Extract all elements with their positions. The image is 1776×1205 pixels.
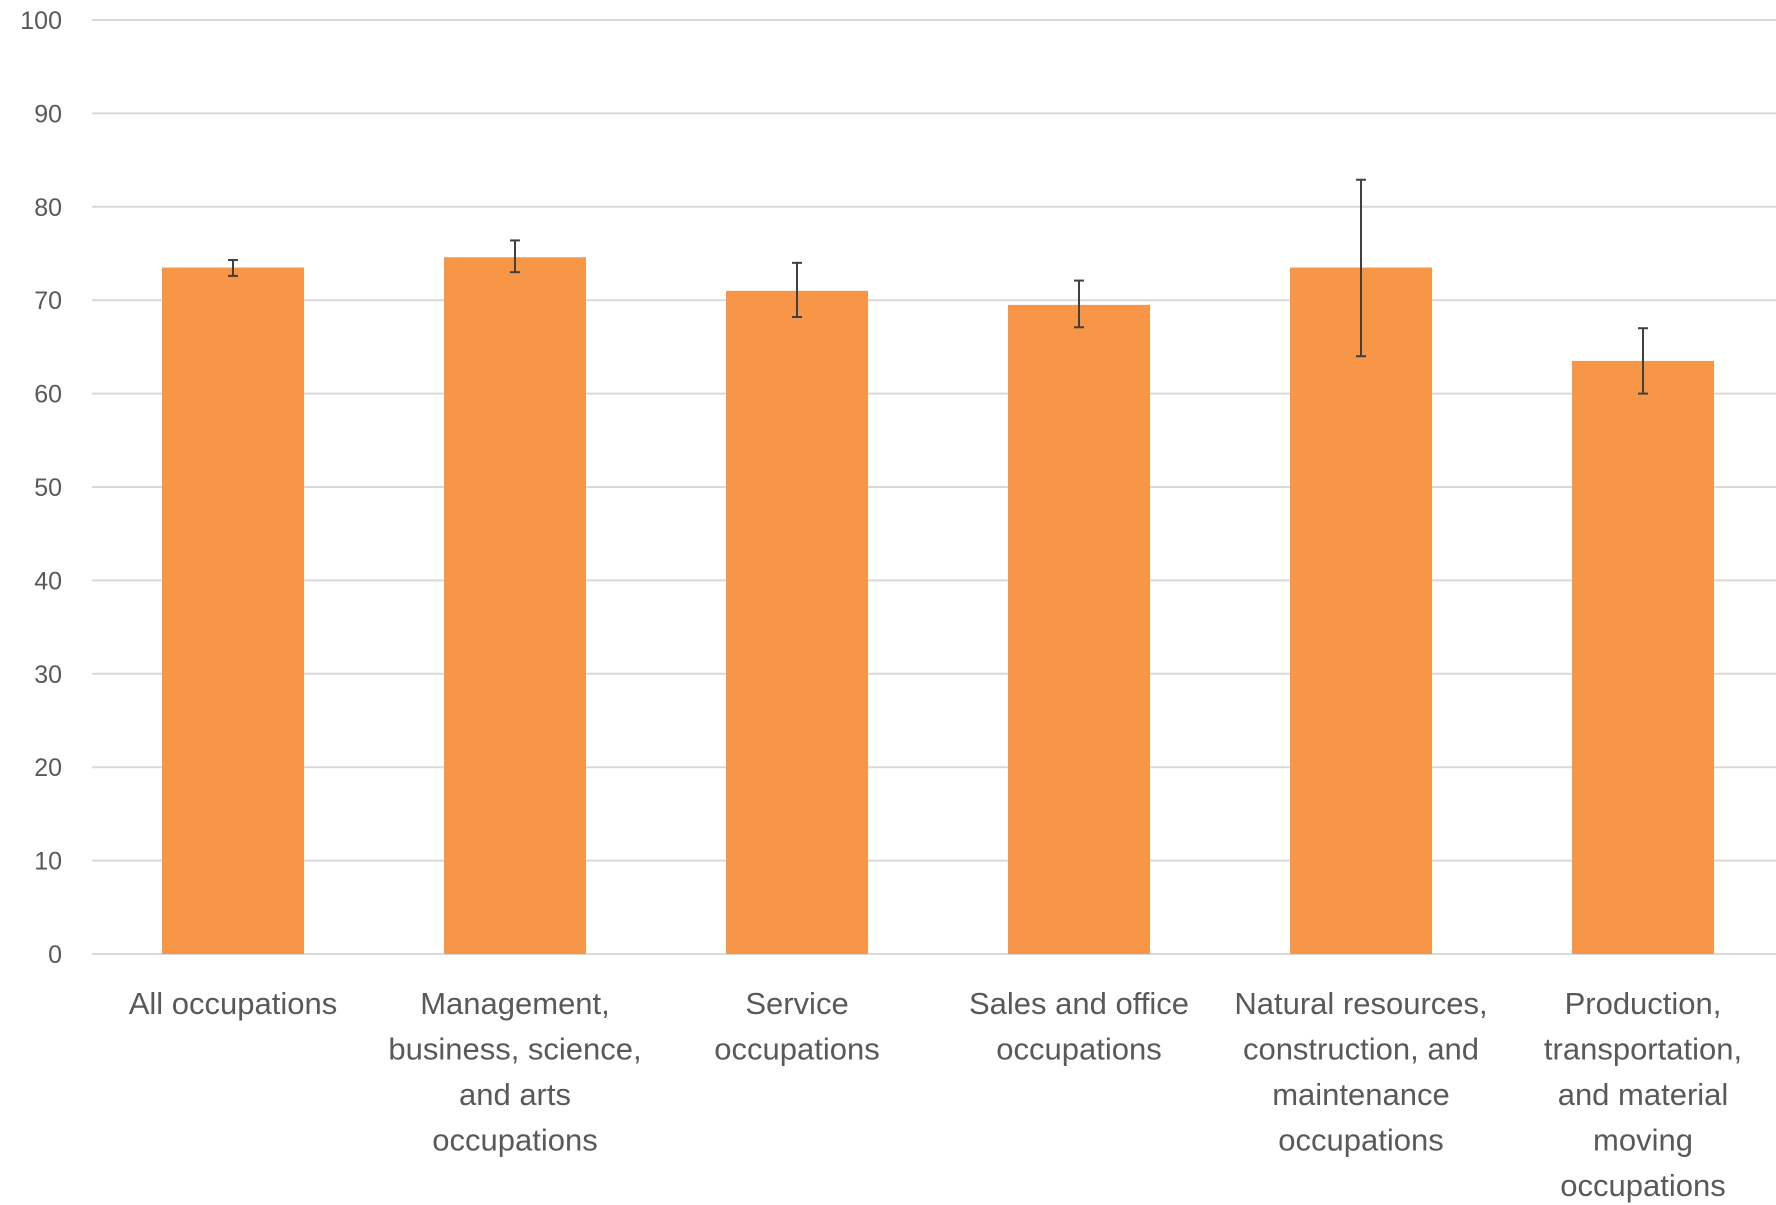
error-bar: [228, 259, 238, 277]
x-category-label-line: Service: [745, 986, 848, 1021]
x-category-label: Service occupations: [714, 986, 879, 1067]
x-category-label-line: occupations: [1278, 1123, 1443, 1158]
error-bar: [792, 261, 802, 319]
x-category-label: Production, transportation, and material mo…: [1544, 986, 1742, 1203]
x-category-label-line: Sales and office: [969, 986, 1189, 1021]
x-axis-category-labels: All occupations Management, business, scie…: [129, 986, 1742, 1203]
error-bar: [1638, 327, 1648, 395]
bar: [1290, 267, 1432, 954]
x-category-label-line: occupations: [714, 1032, 879, 1067]
x-category-label-line: Management,: [420, 986, 610, 1021]
x-category-label-line: occupations: [1560, 1168, 1725, 1203]
bar: [444, 257, 586, 955]
error-bars: [228, 178, 1648, 395]
x-category-label-line: All occupations: [129, 986, 338, 1021]
bar: [1008, 304, 1150, 954]
x-category-label-line: moving: [1593, 1123, 1693, 1158]
y-tick-label: 20: [34, 754, 62, 782]
y-tick-label: 30: [34, 661, 62, 689]
y-tick-label: 60: [34, 381, 62, 409]
gridlines: [92, 19, 1776, 955]
y-axis-tick-labels: 0 10 20 30 40 50 60 70 80 90 100: [20, 7, 62, 969]
x-category-label-line: Production,: [1565, 986, 1722, 1021]
x-category-label-line: and material: [1558, 1077, 1729, 1112]
x-category-label-line: Natural resources,: [1234, 986, 1487, 1021]
bar: [726, 290, 868, 954]
error-bar: [1356, 178, 1366, 358]
y-tick-label: 40: [34, 567, 62, 595]
bar: [162, 267, 304, 954]
x-category-label-line: business, science,: [388, 1032, 641, 1067]
y-tick-label: 90: [34, 100, 62, 128]
x-category-label: Natural resources, construction, and maint…: [1234, 986, 1487, 1158]
x-category-label-line: occupations: [432, 1123, 597, 1158]
y-tick-label: 70: [34, 287, 62, 315]
y-tick-label: 80: [34, 194, 62, 222]
y-tick-label: 50: [34, 474, 62, 502]
bars: [162, 257, 1714, 955]
x-category-label-line: and arts: [459, 1077, 571, 1112]
error-bar: [1074, 279, 1084, 329]
error-bar: [510, 239, 520, 274]
x-category-label-line: transportation,: [1544, 1032, 1742, 1067]
x-category-label-line: maintenance: [1272, 1077, 1450, 1112]
x-category-label: Management, business, science, and arts occ…: [388, 986, 641, 1158]
y-tick-label: 100: [20, 7, 62, 35]
bar: [1572, 360, 1714, 954]
x-category-label: Sales and office occupations: [969, 986, 1189, 1067]
x-category-label-line: occupations: [996, 1032, 1161, 1067]
x-category-label-line: construction, and: [1243, 1032, 1479, 1067]
y-tick-label: 10: [34, 848, 62, 876]
x-category-label: All occupations: [129, 986, 338, 1021]
y-tick-label: 0: [48, 941, 62, 969]
